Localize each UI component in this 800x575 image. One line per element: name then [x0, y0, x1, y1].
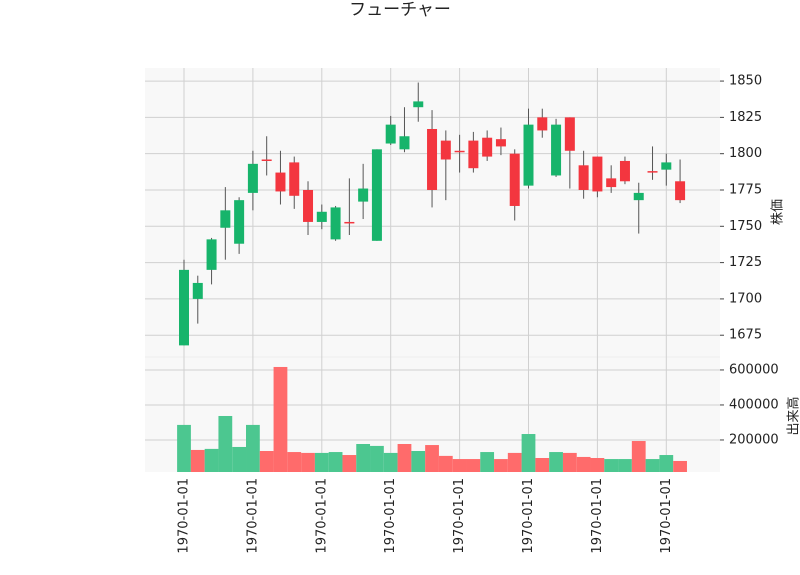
volume-bar — [232, 446, 247, 472]
x-tick-label: 1970-01-01 — [314, 478, 329, 554]
volume-bar — [287, 452, 302, 472]
volume-bar — [370, 445, 384, 472]
volume-bar — [342, 455, 357, 472]
y-axis-label: 株価 — [771, 199, 786, 225]
y2-axis-label: 出来高 — [786, 396, 800, 435]
candle-body — [399, 136, 410, 150]
candle-body — [247, 163, 258, 193]
y-tick-label: 1725 — [729, 255, 762, 270]
y-tick-label: 1825 — [729, 110, 762, 125]
candle-body — [275, 172, 286, 192]
volume-bar — [204, 448, 219, 472]
x-tick-label: 1970-01-01 — [521, 478, 536, 554]
volume-bar — [494, 459, 508, 472]
volume-bar — [301, 452, 315, 472]
volume-bar — [190, 449, 205, 472]
volume-bar — [356, 443, 371, 472]
candle-body — [647, 171, 658, 173]
volume-bar — [535, 457, 550, 472]
chart-title: フューチャー — [349, 0, 451, 20]
candle-body — [509, 153, 520, 206]
volume-bar — [259, 450, 274, 472]
candle-body — [633, 192, 644, 201]
volume-bar — [549, 452, 563, 472]
volume-bar — [631, 441, 646, 472]
candle-body — [495, 139, 506, 147]
candle-body — [413, 101, 424, 108]
candle-body — [564, 117, 575, 151]
volume-bar — [438, 455, 453, 472]
candle-body — [454, 150, 465, 153]
y2-tick-label: 200000 — [729, 432, 779, 447]
x-tick-label: 1970-01-01 — [177, 478, 192, 554]
y-tick-label: 1675 — [729, 328, 762, 343]
x-tick-label: 1970-01-01 — [245, 478, 260, 554]
volume-bar — [177, 424, 191, 472]
volume-bar — [218, 415, 233, 472]
volume-bar — [452, 459, 467, 472]
candle-body — [592, 156, 603, 192]
volume-bar — [673, 460, 687, 472]
candle-body — [675, 181, 686, 201]
y-tick-label: 1750 — [729, 219, 762, 234]
candle-body — [440, 140, 451, 160]
candle-body — [661, 162, 672, 170]
x-tick-label: 1970-01-01 — [590, 478, 605, 554]
y2-tick-label: 600000 — [729, 362, 779, 377]
candle-body — [303, 189, 314, 222]
volume-bar — [604, 459, 619, 472]
volume-bar — [618, 459, 632, 472]
volume-bar — [590, 457, 605, 472]
candle-body — [385, 124, 396, 144]
candle-body — [578, 165, 589, 190]
y-tick-label: 1850 — [729, 74, 762, 89]
volume-bar — [562, 452, 577, 472]
volume-bar — [425, 445, 439, 472]
volume-bar — [507, 452, 522, 472]
y2-tick-label: 400000 — [729, 397, 779, 412]
candle-body — [261, 159, 272, 161]
candle-body — [344, 221, 355, 224]
volume-bar — [659, 455, 674, 472]
candle-body — [358, 188, 369, 202]
x-tick-label: 1970-01-01 — [659, 478, 674, 554]
volume-bar — [411, 450, 426, 472]
candle-body — [427, 128, 438, 190]
x-tick-label: 1970-01-01 — [383, 478, 398, 554]
candle-body — [468, 140, 479, 169]
candle-body — [289, 162, 300, 196]
volume-bar — [576, 456, 591, 472]
x-tick-label: 1970-01-01 — [452, 478, 467, 554]
candle-body — [619, 160, 630, 182]
volume-bar — [397, 443, 412, 472]
volume-bar — [480, 452, 495, 472]
volume-bar — [328, 452, 343, 472]
volume-bar — [314, 452, 329, 472]
candle-body — [179, 269, 189, 346]
candle-body — [482, 137, 493, 157]
candle-body — [371, 149, 382, 241]
volume-bar — [645, 459, 660, 472]
candle-body — [220, 210, 231, 228]
candle-body — [330, 207, 341, 240]
y-tick-label: 1775 — [729, 182, 762, 197]
volume-bar — [383, 452, 398, 472]
candle-body — [316, 211, 327, 222]
candle-body — [606, 178, 617, 188]
volume-bar — [521, 434, 536, 472]
candle-body — [192, 282, 203, 299]
candle-body — [523, 124, 534, 186]
candle-body — [234, 200, 245, 244]
volume-bar — [246, 424, 260, 472]
candle-body — [537, 117, 548, 131]
volume-bar — [466, 459, 481, 472]
y-tick-label: 1800 — [729, 146, 762, 161]
candle-body — [206, 239, 217, 270]
candle-body — [551, 124, 562, 176]
volume-bar — [273, 366, 288, 472]
y-tick-label: 1700 — [729, 291, 762, 306]
